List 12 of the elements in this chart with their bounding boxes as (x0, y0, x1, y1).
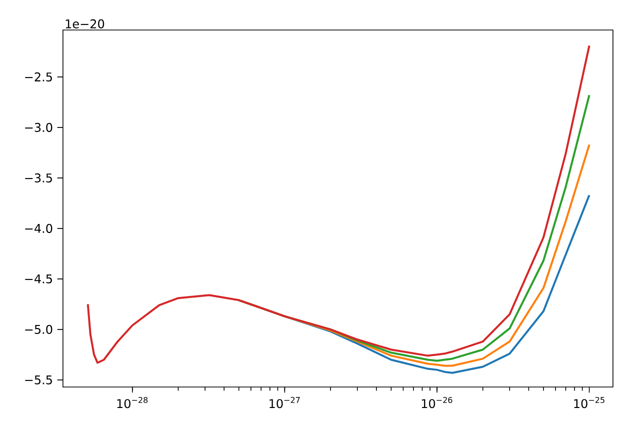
x-tick-label: 10$^{−25}$ (574, 396, 604, 408)
x-tick-label: 10$^{−27}$ (270, 396, 300, 408)
y-tick-label: −4.5 (25, 274, 52, 284)
x-tick-label: 10$^{−28}$ (117, 396, 148, 408)
y-tick-label: −3.0 (25, 122, 52, 132)
y-tick-label: −5.5 (25, 375, 52, 384)
x-tick-label: 10$^{−26}$ (422, 396, 452, 408)
text: 1e−20 (66, 19, 104, 28)
y-tick-label: −2.5 (25, 72, 52, 82)
y-tick-label: −3.5 (25, 173, 52, 182)
y-tick-label: −5.0 (25, 324, 52, 334)
y-tick-label: −4.0 (25, 224, 52, 233)
